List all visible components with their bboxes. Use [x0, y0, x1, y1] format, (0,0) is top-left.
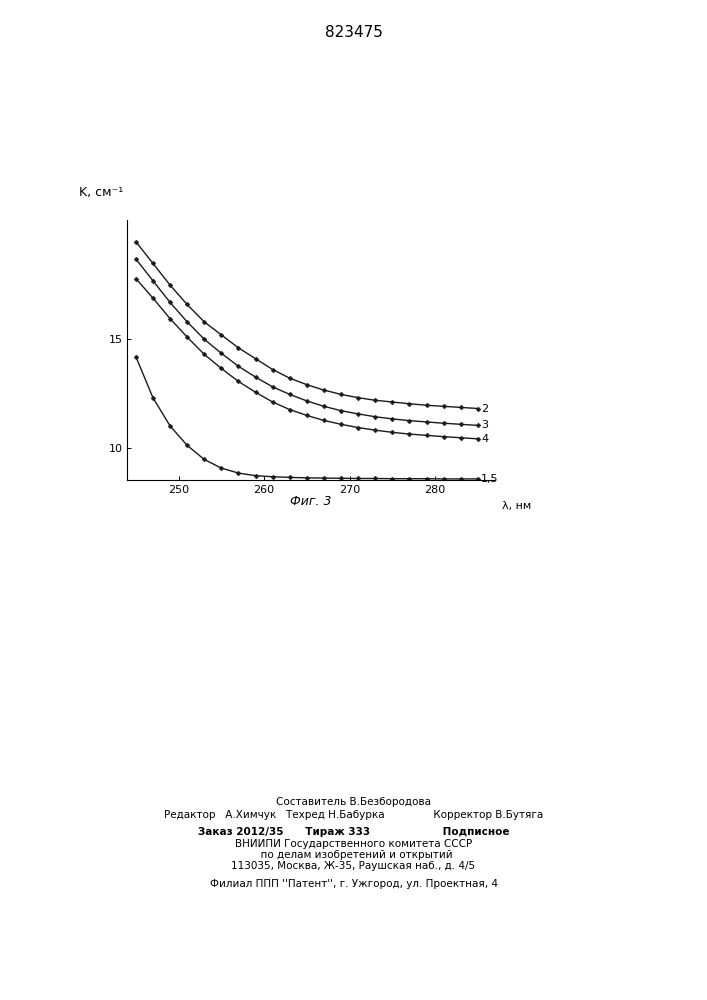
Text: Филиал ППП ''Патент'', г. Ужгород, ул. Проектная, 4: Филиал ППП ''Патент'', г. Ужгород, ул. П…: [209, 879, 498, 889]
Text: Заказ 2012/35      Тираж 333                    Подписное: Заказ 2012/35 Тираж 333 Подписное: [198, 827, 509, 837]
Text: K, см⁻¹: K, см⁻¹: [79, 186, 124, 199]
Text: 4: 4: [481, 434, 489, 444]
Text: Составитель В.Безбородова: Составитель В.Безбородова: [276, 797, 431, 807]
Text: ВНИИПИ Государственного комитета СССР: ВНИИПИ Государственного комитета СССР: [235, 839, 472, 849]
Text: Редактор   А.Химчук   Техред Н.Бабурка               Корректор В.Бутяга: Редактор А.Химчук Техред Н.Бабурка Корре…: [164, 810, 543, 820]
Text: Фиг. 3: Фиг. 3: [291, 495, 332, 508]
Text: 1,5: 1,5: [481, 474, 498, 484]
Text: 3: 3: [481, 420, 489, 430]
Text: 113035, Москва, Ж-35, Раушская наб., д. 4/5: 113035, Москва, Ж-35, Раушская наб., д. …: [231, 861, 476, 871]
Text: по делам изобретений и открытий: по делам изобретений и открытий: [255, 850, 452, 860]
Text: λ, нм: λ, нм: [502, 501, 532, 511]
Text: 2: 2: [481, 403, 489, 414]
Text: 823475: 823475: [325, 25, 382, 40]
